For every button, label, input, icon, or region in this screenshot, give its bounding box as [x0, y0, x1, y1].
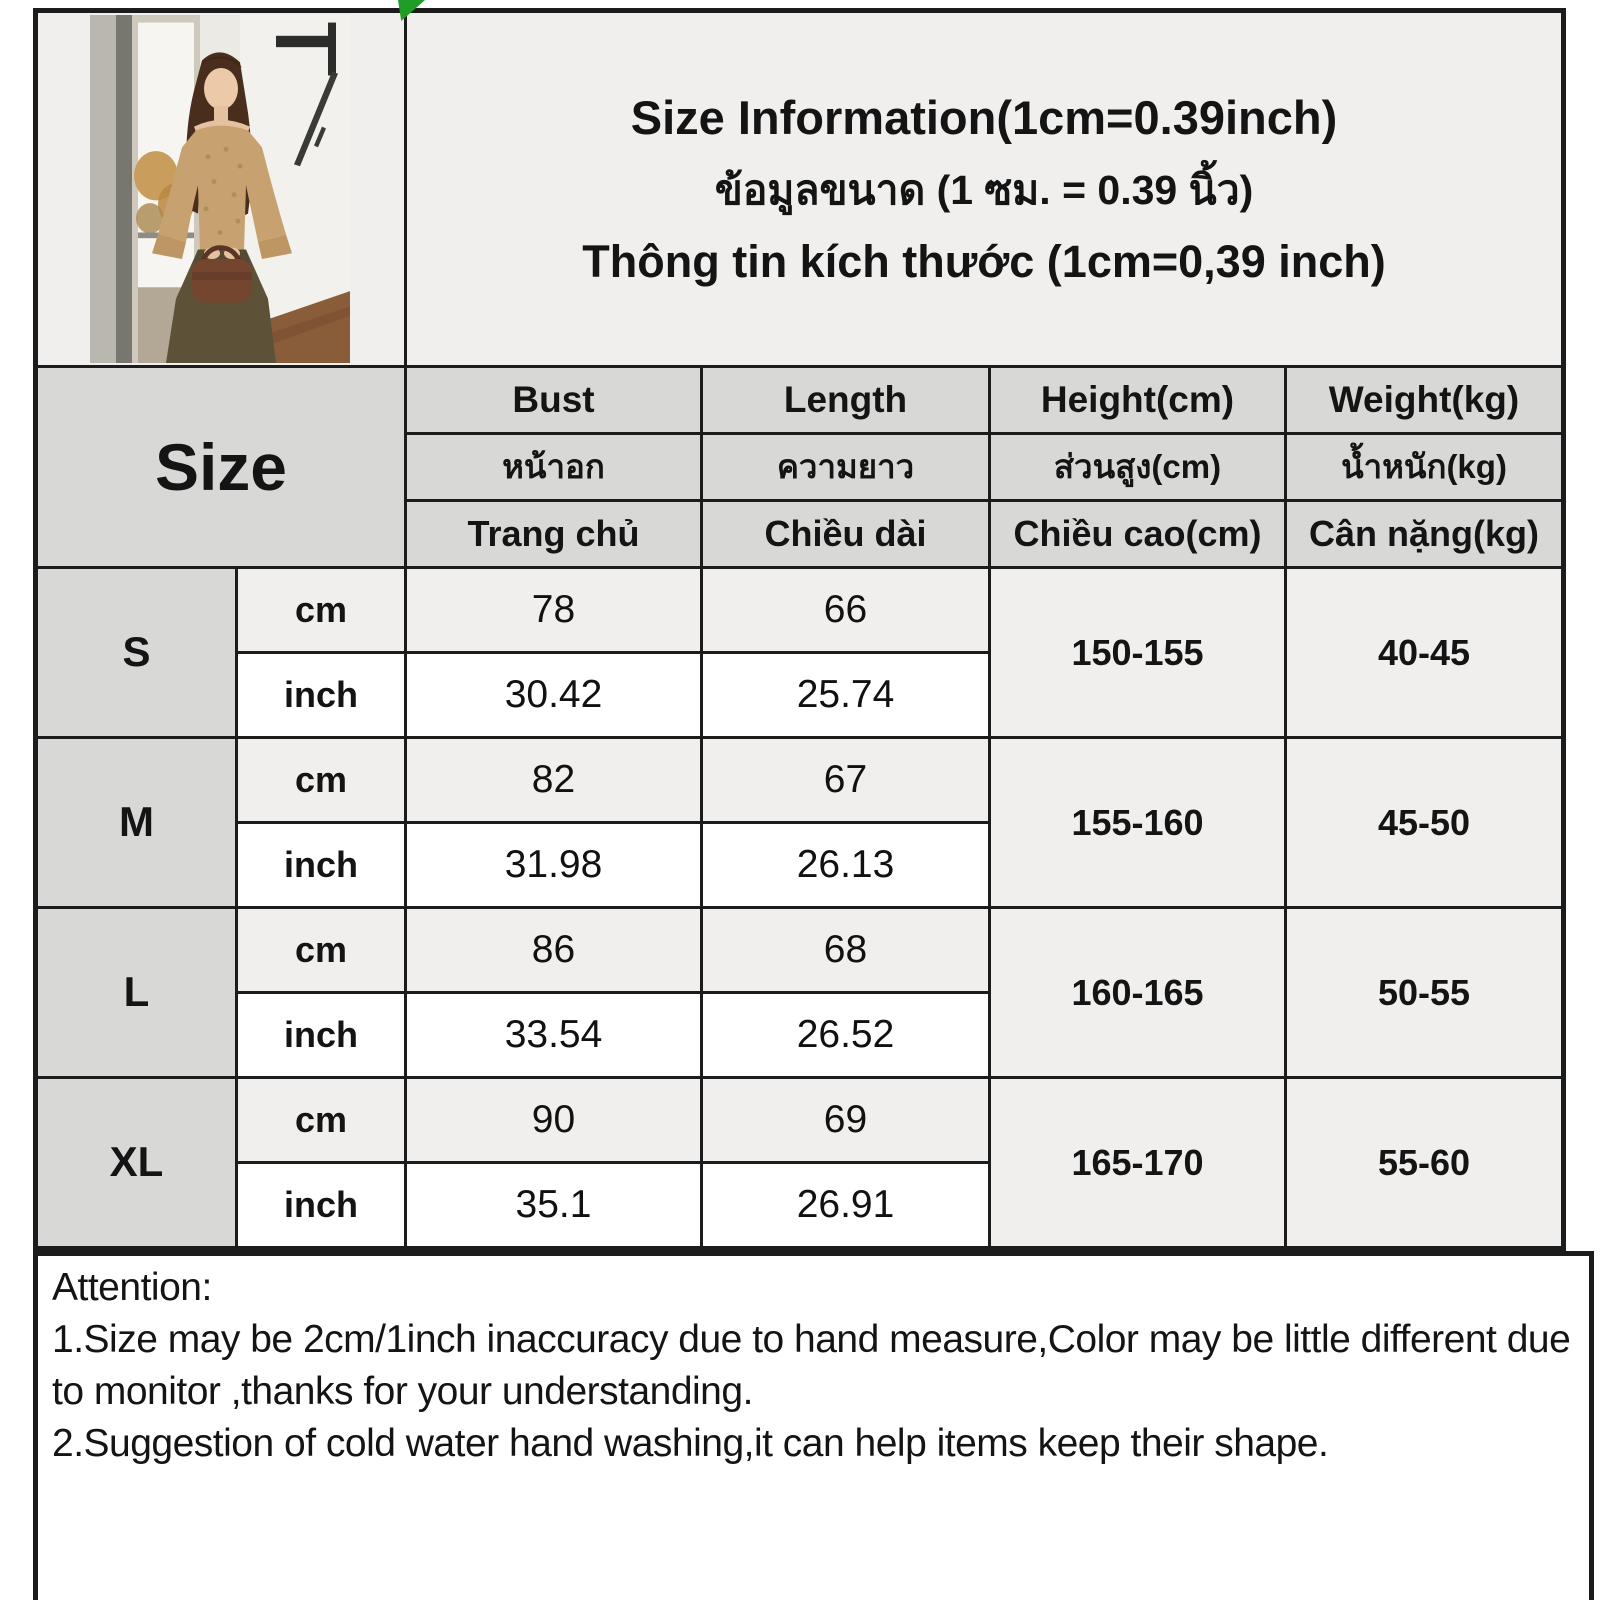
- header-weight-vi: Cân nặng(kg): [1287, 502, 1561, 566]
- bust-cm-m: 82: [407, 739, 700, 821]
- size-label-m: M: [38, 739, 235, 906]
- unit-cm-m: cm: [238, 739, 404, 821]
- attention-note-2: 2.Suggestion of cold water hand washing,…: [52, 1421, 1329, 1465]
- header-length-vi: Chiều dài: [703, 502, 988, 566]
- size-label-xl: XL: [38, 1079, 235, 1246]
- unit-cm-xl: cm: [238, 1079, 404, 1161]
- bust-cm-s: 78: [407, 569, 700, 651]
- height-range-s: 150-155: [991, 569, 1284, 736]
- length-cm-xl: 69: [703, 1079, 988, 1161]
- size-label-l: L: [38, 909, 235, 1076]
- unit-cm-s: cm: [238, 569, 404, 651]
- size-label-s: S: [38, 569, 235, 736]
- model-photo: [90, 15, 350, 363]
- attention-heading: Attention:: [52, 1266, 212, 1309]
- unit-inch-s: inch: [238, 654, 404, 736]
- bust-inch-l: 33.54: [407, 994, 700, 1076]
- header-bust-en: Bust: [407, 368, 700, 432]
- height-range-xl: 165-170: [991, 1079, 1284, 1246]
- model-photo-cell: [38, 13, 404, 365]
- header-height-th: ส่วนสูง(cm): [991, 435, 1284, 499]
- height-range-m: 155-160: [991, 739, 1284, 906]
- bust-inch-s: 30.42: [407, 654, 700, 736]
- weight-range-xl: 55-60: [1287, 1079, 1561, 1246]
- title-english: Size Information(1cm=0.39inch): [630, 90, 1338, 144]
- unit-inch-xl: inch: [238, 1164, 404, 1246]
- attention-note-1: 1.Size may be 2cm/1inch inaccuracy due t…: [52, 1317, 1571, 1413]
- length-cm-m: 67: [703, 739, 988, 821]
- header-height-vi: Chiều cao(cm): [991, 502, 1284, 566]
- header-height-en: Height(cm): [991, 368, 1284, 432]
- weight-range-s: 40-45: [1287, 569, 1561, 736]
- header-bust-th: หน้าอก: [407, 435, 700, 499]
- title-vietnamese: Thông tin kích thước (1cm=0,39 inch): [582, 235, 1386, 287]
- length-inch-m: 26.13: [703, 824, 988, 906]
- attention-box: Attention: 1.Size may be 2cm/1inch inacc…: [33, 1251, 1594, 1600]
- bust-cm-l: 86: [407, 909, 700, 991]
- length-inch-xl: 26.91: [703, 1164, 988, 1246]
- height-range-l: 160-165: [991, 909, 1284, 1076]
- length-cm-l: 68: [703, 909, 988, 991]
- length-cm-s: 66: [703, 569, 988, 651]
- header-length-th: ความยาว: [703, 435, 988, 499]
- length-inch-s: 25.74: [703, 654, 988, 736]
- unit-cm-l: cm: [238, 909, 404, 991]
- header-weight-th: น้ำหนัก(kg): [1287, 435, 1561, 499]
- header-weight-en: Weight(kg): [1287, 368, 1561, 432]
- size-table: Size Information(1cm=0.39inch) ข้อมูลขนา…: [33, 8, 1566, 1251]
- header-length-en: Length: [703, 368, 988, 432]
- unit-inch-m: inch: [238, 824, 404, 906]
- bust-cm-xl: 90: [407, 1079, 700, 1161]
- bust-inch-xl: 35.1: [407, 1164, 700, 1246]
- unit-inch-l: inch: [238, 994, 404, 1076]
- weight-range-m: 45-50: [1287, 739, 1561, 906]
- size-column-header: Size: [38, 368, 404, 566]
- weight-range-l: 50-55: [1287, 909, 1561, 1076]
- title-thai: ข้อมูลขนาด (1 ซม. = 0.39 นิ้ว): [714, 166, 1254, 213]
- bust-inch-m: 31.98: [407, 824, 700, 906]
- model-photo-illustration: [90, 15, 350, 363]
- length-inch-l: 26.52: [703, 994, 988, 1076]
- header-bust-vi: Trang chủ: [407, 502, 700, 566]
- title-block: Size Information(1cm=0.39inch) ข้อมูลขนา…: [407, 13, 1561, 365]
